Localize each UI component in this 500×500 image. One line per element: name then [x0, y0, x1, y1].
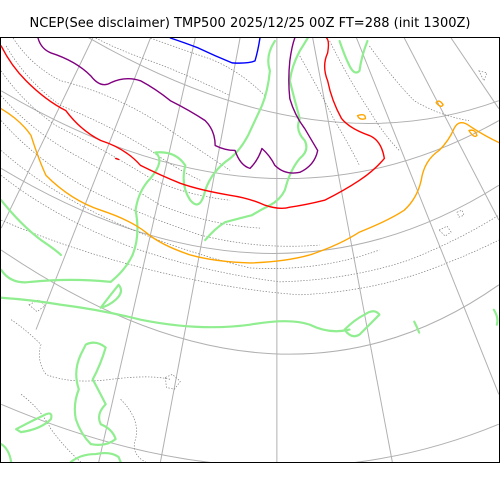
- orange-isotherm-loop-2: [435, 100, 444, 107]
- orange-isotherm-layer: [1, 100, 499, 264]
- coastline-2: [5, 45, 201, 181]
- green-contour-6: [99, 283, 123, 309]
- green-contour-1: [1, 199, 62, 257]
- latitude-arc-5: [1, 403, 499, 462]
- green-contour-12: [413, 320, 421, 334]
- coastline-13: [369, 45, 470, 121]
- coastline-9: [95, 38, 231, 97]
- meridian-8: [403, 38, 499, 221]
- coastline-16: [120, 399, 146, 462]
- meridian-4: [159, 38, 241, 462]
- coastline-18: [28, 299, 46, 313]
- green-contour-2: [1, 39, 276, 284]
- green-contour-11: [1, 442, 13, 462]
- green-contour-10: [69, 451, 122, 462]
- coastline-20: [456, 209, 465, 218]
- meridian-6: [312, 38, 393, 462]
- coastline-11: [299, 55, 360, 166]
- coastline-15: [20, 394, 82, 462]
- blue-isotherm-layer: [169, 38, 261, 64]
- blue-isotherm-line: [169, 38, 261, 64]
- green-contour-13: [492, 308, 499, 326]
- orange-isotherm-loop-3: [356, 113, 367, 120]
- meridian-2: [35, 38, 151, 330]
- coastline-7: [1, 175, 499, 283]
- graticule-latitude-lines: [1, 38, 499, 462]
- orange-isotherm-line: [1, 107, 499, 264]
- coastline-3: [1, 70, 231, 201]
- green-contour-5: [343, 310, 381, 338]
- green-contour-8: [73, 341, 117, 446]
- coastline-21: [478, 70, 488, 82]
- red-isotherm-line: [1, 38, 386, 210]
- meridian-9: [450, 38, 499, 109]
- red-isotherm-dot: [114, 157, 120, 161]
- green-contour-7: [338, 39, 369, 74]
- map-title: NCEP(See disclaimer) TMP500 2025/12/25 0…: [29, 16, 471, 31]
- red-isotherm-layer: [1, 38, 386, 210]
- meridian-7: [356, 38, 499, 395]
- purple-isotherm-line: [37, 38, 319, 174]
- coastlines: [1, 38, 499, 462]
- coastline-10: [150, 38, 266, 96]
- coastline-5: [1, 120, 320, 247]
- green-contour-4: [1, 296, 351, 333]
- coastline-17: [165, 374, 181, 390]
- latitude-arc-1: [88, 38, 499, 124]
- map-panel: [0, 37, 500, 463]
- latitude-arc-3: [1, 167, 499, 254]
- map-svg: [1, 38, 499, 462]
- coastline-1: [12, 38, 231, 171]
- coastline-8: [1, 219, 499, 296]
- coastline-12: [329, 40, 400, 151]
- green-contour-3: [204, 38, 309, 242]
- coastline-19: [438, 225, 452, 237]
- green-contour-9: [15, 412, 53, 434]
- latitude-arc-4: [1, 249, 499, 355]
- purple-isotherm-layer: [37, 38, 319, 174]
- orange-isotherm-loop-1: [468, 129, 478, 138]
- coastline-4: [1, 95, 260, 229]
- meridian-1: [1, 38, 94, 229]
- green-contour-layer: [1, 38, 499, 462]
- meridian-3: [98, 38, 196, 462]
- coastline-14: [10, 319, 171, 382]
- latitude-arc-2: [1, 90, 499, 180]
